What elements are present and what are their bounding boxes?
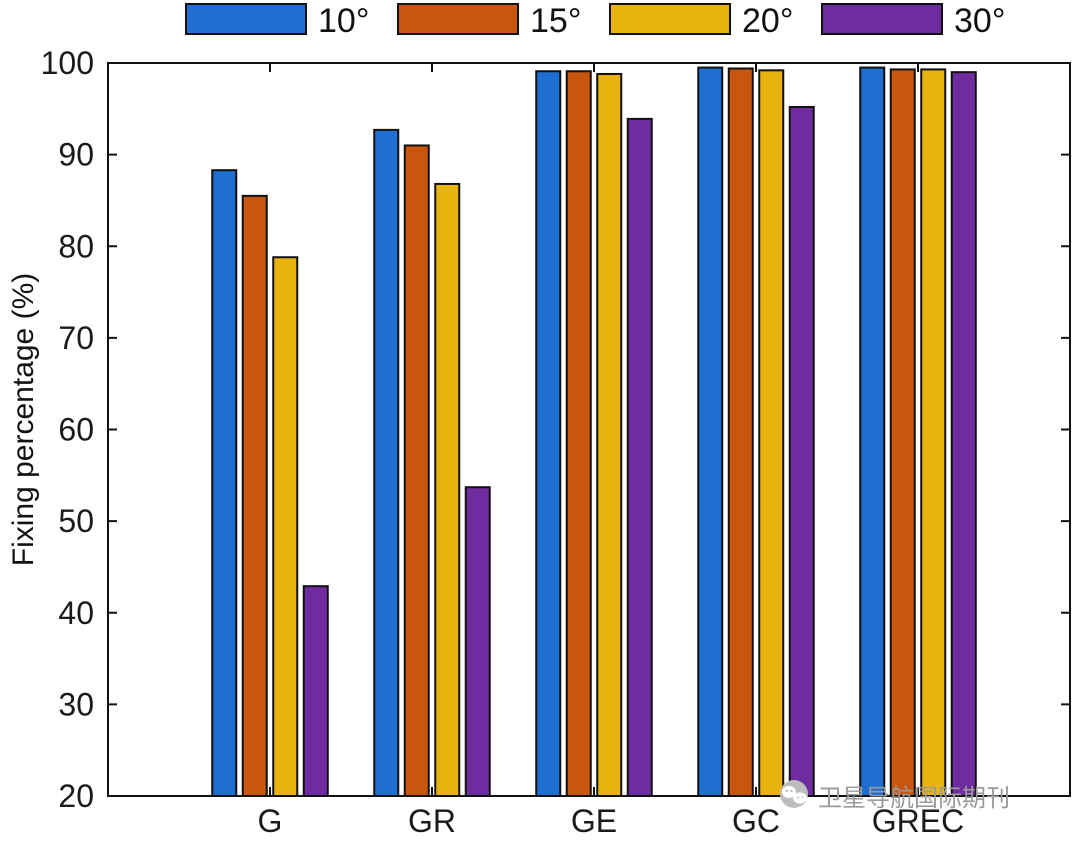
bar-ge-30deg	[626, 117, 653, 798]
bar-gr-30deg	[464, 486, 491, 797]
x-tick-label: G	[258, 803, 283, 839]
y-tick-label: 100	[41, 45, 94, 81]
bar-g-10deg	[211, 169, 238, 798]
bar-gr-10deg	[373, 128, 400, 798]
legend-swatch	[821, 3, 943, 35]
bar-grec-10deg	[859, 66, 886, 798]
bar-gr-15deg	[403, 144, 430, 797]
y-tick-label: 40	[58, 595, 94, 631]
bar-g-15deg	[241, 194, 268, 797]
wechat-icon	[780, 780, 808, 808]
y-axis-title: Fixing percentage (%)	[7, 273, 40, 566]
x-tick-label: GREC	[872, 803, 964, 839]
bar-gc-10deg	[697, 66, 724, 798]
legend-swatch	[609, 3, 731, 35]
legend-label: 10°	[318, 2, 369, 40]
x-axis: G GR GE GC GREC	[258, 63, 964, 839]
y-tick-label: 90	[58, 137, 94, 173]
watermark-text: 卫星导航国际期刊	[818, 784, 1010, 812]
x-tick-label: GE	[571, 803, 617, 839]
plot-area: 20 30 40 50 60 70 80 90 100 G GR GE GC GREC	[41, 45, 1071, 839]
bar-g-20deg	[272, 256, 299, 797]
y-axis: 20 30 40 50 60 70 80 90 100	[41, 45, 1070, 814]
y-tick-label: 80	[58, 228, 94, 264]
y-tick-label: 70	[58, 320, 94, 356]
bars	[211, 66, 977, 798]
bar-grec-15deg	[889, 68, 916, 797]
y-tick-label: 30	[58, 686, 94, 722]
x-tick-label: GR	[408, 803, 456, 839]
legend-label: 20°	[742, 2, 793, 40]
bar-grec-30deg	[950, 71, 977, 798]
bar-gc-15deg	[727, 67, 754, 797]
bar-grec-20deg	[920, 68, 947, 797]
x-tick-label: GC	[732, 803, 780, 839]
bar-ge-10deg	[535, 70, 562, 797]
y-tick-label: 60	[58, 412, 94, 448]
bar-gr-20deg	[434, 182, 461, 797]
y-tick-label: 50	[58, 503, 94, 539]
legend-swatch	[185, 3, 307, 35]
watermark: 卫星导航国际期刊	[780, 780, 1010, 812]
legend-label: 15°	[530, 2, 581, 40]
legend-label: 30°	[954, 2, 1005, 40]
y-tick-label: 20	[58, 778, 94, 814]
bar-ge-15deg	[565, 70, 592, 797]
legend-swatch	[397, 3, 519, 35]
bar-gc-20deg	[758, 69, 785, 797]
bar-ge-20deg	[596, 72, 623, 798]
bar-g-30deg	[302, 585, 329, 798]
bar-gc-30deg	[788, 105, 815, 798]
legend: 10° 15° 20° 30°	[185, 2, 1005, 40]
